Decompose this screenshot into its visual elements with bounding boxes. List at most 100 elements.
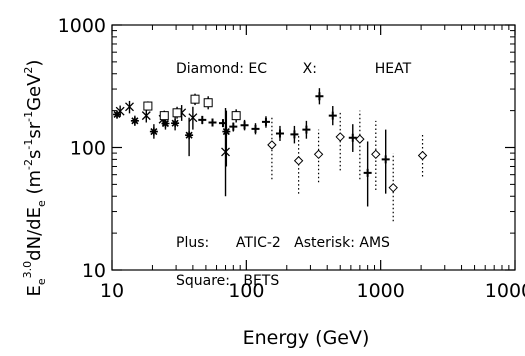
data-point xyxy=(143,101,153,111)
y-title-base: E xyxy=(24,285,45,296)
data-point xyxy=(313,129,324,183)
data-point xyxy=(125,100,134,114)
y-title-unit-sup4: 2 xyxy=(22,67,35,74)
data-point xyxy=(381,129,390,194)
data-point xyxy=(231,109,241,123)
data-point xyxy=(290,125,299,144)
data-point xyxy=(130,115,139,126)
asterisk-marker xyxy=(161,119,170,128)
data-point xyxy=(267,117,277,180)
data-point xyxy=(251,123,260,135)
y-tick-label: 100 xyxy=(70,138,106,160)
diamond-marker xyxy=(355,134,365,144)
y-tick-label: 1000 xyxy=(58,15,106,37)
y-title-mid: dN/dE xyxy=(24,207,45,261)
data-point xyxy=(113,110,122,119)
x-tick-label: 10 xyxy=(100,280,124,302)
asterisk-marker xyxy=(185,131,194,140)
data-point xyxy=(185,117,194,157)
y-title-unit-gev: GeV xyxy=(24,73,45,111)
plus-marker xyxy=(290,130,299,139)
data-point xyxy=(222,110,231,167)
data-point xyxy=(363,141,372,207)
diamond-marker xyxy=(388,182,398,193)
diamond-marker xyxy=(293,156,304,166)
plus-marker xyxy=(363,168,372,177)
asterisk-marker xyxy=(222,127,231,136)
data-point xyxy=(261,116,270,128)
y-title-unit-s: s xyxy=(24,150,45,159)
asterisk-marker xyxy=(113,110,122,119)
x-tick-label: 100 xyxy=(228,280,264,302)
y-title-unit-sup1: -2 xyxy=(22,159,35,170)
x-marker xyxy=(141,111,151,121)
plus-marker xyxy=(302,125,311,134)
plus-marker xyxy=(251,124,260,133)
square-marker xyxy=(203,98,213,108)
data-point xyxy=(335,110,345,171)
y-title-unit-sr: sr xyxy=(24,121,45,138)
plus-marker xyxy=(218,119,227,128)
legend-line-2: Plus: ATIC-2 Asterisk: AMS xyxy=(176,235,390,251)
diamond-marker xyxy=(371,149,381,160)
series-asterisk xyxy=(113,110,231,167)
y-title-unit-close: ) xyxy=(24,60,45,67)
plus-marker xyxy=(315,92,324,101)
data-point xyxy=(149,124,158,139)
data-point xyxy=(229,122,238,132)
x-marker xyxy=(221,147,230,157)
y-title-unit-open: (m xyxy=(24,170,45,200)
series-square xyxy=(143,93,241,123)
data-point xyxy=(203,96,213,110)
x-marker xyxy=(188,113,198,123)
y-title-mid-sub: e xyxy=(35,200,48,207)
data-point xyxy=(388,153,398,222)
diamond-marker xyxy=(417,150,428,161)
plus-marker xyxy=(381,155,390,164)
x-tick-label: 1000 xyxy=(356,280,404,302)
data-point xyxy=(172,106,182,119)
data-point xyxy=(141,109,151,123)
y-title-base-sup: 3.0 xyxy=(21,261,34,279)
square-marker xyxy=(190,94,200,104)
diamond-marker xyxy=(267,140,277,150)
data-point xyxy=(417,133,428,177)
x-axis-title: Energy (GeV) xyxy=(243,327,370,349)
plus-marker xyxy=(208,118,217,127)
series-diamond xyxy=(267,110,428,222)
square-marker xyxy=(159,111,169,121)
legend-line-1: Diamond: EC X: HEAT xyxy=(176,61,412,77)
square-marker xyxy=(231,111,241,121)
square-marker xyxy=(172,108,182,118)
data-point xyxy=(302,120,311,139)
y-title-unit-sup3: -1 xyxy=(22,111,35,122)
y-axis: 10 100 1000 xyxy=(58,15,515,282)
data-point xyxy=(315,88,324,105)
data-point xyxy=(240,119,249,131)
data-point xyxy=(208,118,217,127)
legend-line-3: Square: BETS xyxy=(176,273,279,289)
square-marker xyxy=(143,101,153,111)
data-series xyxy=(113,88,428,222)
data-point xyxy=(218,119,227,128)
legend: Diamond: EC X: HEAT Plus: ATIC-2 Asteris… xyxy=(176,61,412,289)
data-point xyxy=(328,106,337,126)
plus-marker xyxy=(240,121,249,130)
diamond-marker xyxy=(335,132,345,142)
asterisk-marker xyxy=(171,119,180,128)
data-point xyxy=(188,106,198,130)
y-tick-label: 10 xyxy=(82,260,106,282)
plus-marker xyxy=(229,122,238,131)
plus-marker xyxy=(348,133,357,142)
plus-marker xyxy=(328,111,337,120)
asterisk-marker xyxy=(149,127,158,136)
plus-marker xyxy=(261,117,270,126)
data-point xyxy=(355,110,365,180)
diamond-marker xyxy=(313,149,324,160)
plus-marker xyxy=(198,115,207,124)
asterisk-marker xyxy=(130,116,139,125)
data-point xyxy=(190,93,200,106)
y-title-base-sub: e xyxy=(35,278,48,285)
series-plus xyxy=(198,88,390,207)
data-point xyxy=(159,110,169,121)
